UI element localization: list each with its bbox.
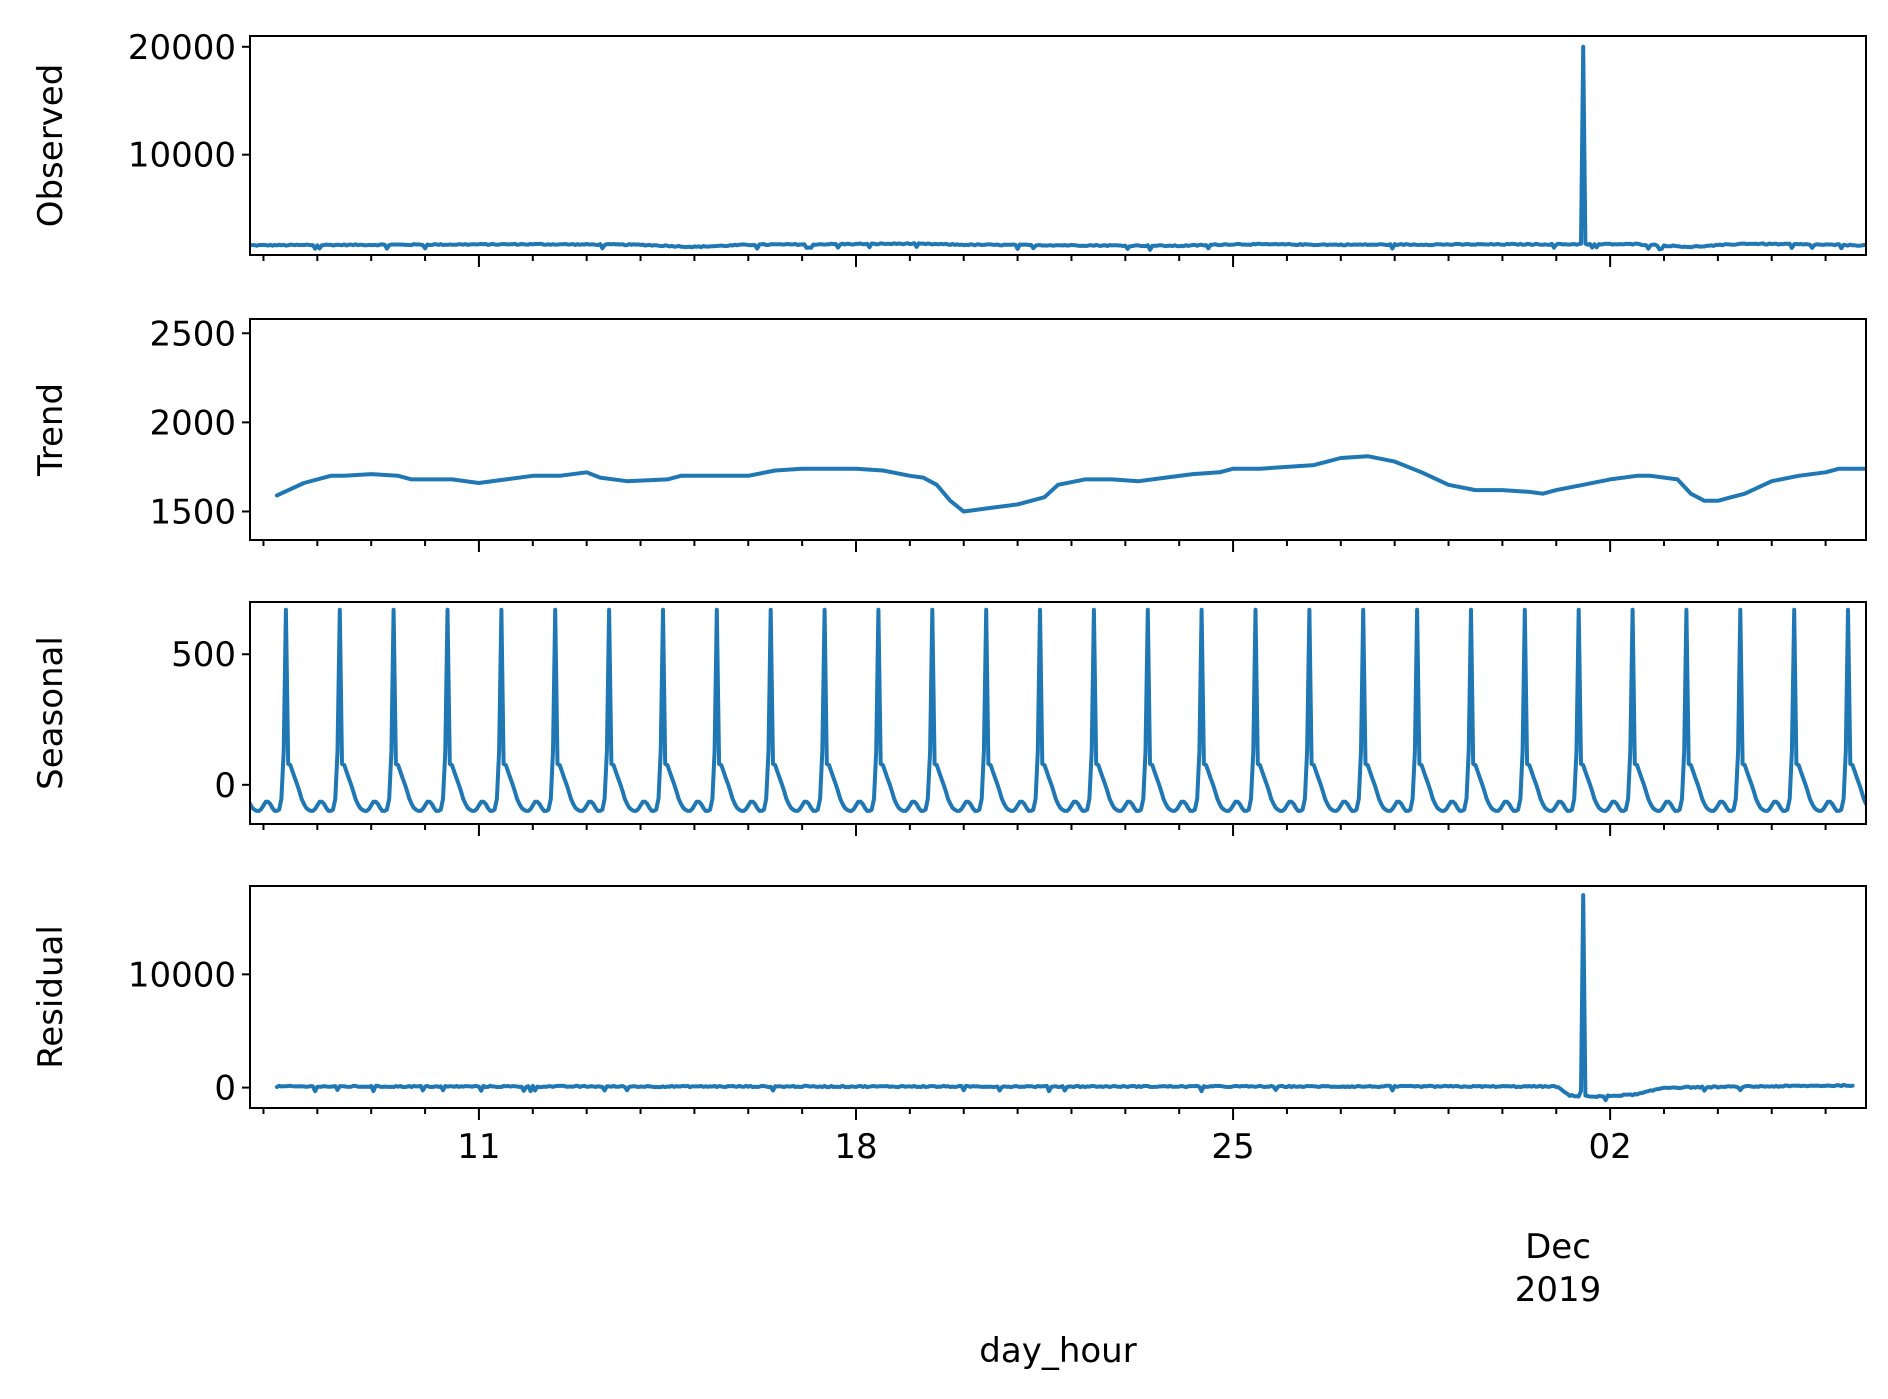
x-axis-month-label: Dec	[1525, 1227, 1591, 1267]
panel-residual: 0 10000 Residual	[31, 885, 1867, 1120]
panel-seasonal: 0 500 Seasonal	[31, 601, 1867, 836]
y-tick-label: 0	[214, 1069, 236, 1109]
x-tick-label: 25	[1211, 1127, 1254, 1167]
y-tick-label: 20000	[128, 28, 236, 68]
x-tick-label: 18	[834, 1127, 877, 1167]
y-tick-label: 1500	[149, 492, 236, 532]
series-line-seasonal	[250, 607, 1866, 813]
panel-trend: 1500 2000 2500 Trend	[31, 314, 1867, 552]
x-axis: 11 18 25 02	[457, 1127, 1631, 1167]
series-line-observed	[250, 44, 1866, 252]
y-axis-label-seasonal: Seasonal	[31, 636, 71, 790]
y-tick-label: 0	[214, 766, 236, 806]
x-axis-label: day_hour	[979, 1331, 1136, 1371]
panel-frame	[249, 318, 1867, 541]
y-axis-label-trend: Trend	[31, 383, 71, 477]
y-tick-label: 10000	[128, 955, 236, 995]
panel-frame	[249, 885, 1867, 1109]
series-line-trend	[274, 454, 1866, 514]
panel-frame	[249, 35, 1867, 256]
x-tick-label: 02	[1589, 1127, 1632, 1167]
y-axis-label-observed: Observed	[31, 64, 71, 228]
x-axis-year-label: 2019	[1515, 1270, 1602, 1310]
panels: 10000 20000 Observed 1500 2000 2500 Trend 0 500 S…	[31, 28, 1867, 1120]
y-tick-label: 2500	[149, 314, 236, 354]
y-tick-label: 2000	[149, 403, 236, 443]
panel-frame	[249, 601, 1867, 825]
series-line-residual	[274, 893, 1855, 1103]
y-axis-label-residual: Residual	[31, 925, 71, 1069]
y-tick-label: 500	[171, 635, 236, 675]
y-tick-label: 10000	[128, 136, 236, 176]
x-tick-label: 11	[457, 1127, 500, 1167]
panel-observed: 10000 20000 Observed	[31, 28, 1867, 267]
